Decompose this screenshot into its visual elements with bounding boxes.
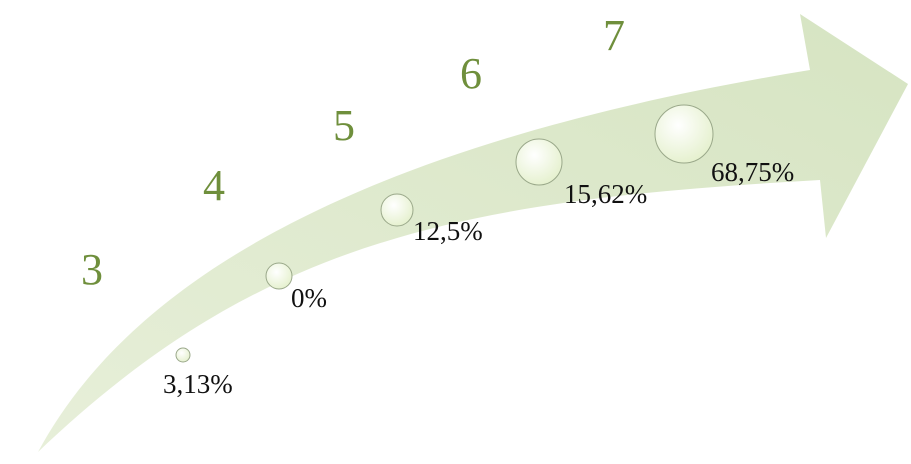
percent-label: 0% [291, 283, 327, 313]
step-number: 7 [603, 11, 625, 60]
bubble-step-4 [266, 263, 292, 289]
bubble-step-5 [381, 194, 413, 226]
step-number: 5 [333, 101, 355, 150]
bubble-step-3 [176, 348, 190, 362]
step-number: 4 [203, 161, 225, 210]
percent-label: 3,13% [163, 369, 233, 399]
bubble-step-7 [655, 105, 713, 163]
bubble-step-6 [516, 139, 562, 185]
percent-label: 68,75% [711, 157, 794, 187]
step-number: 6 [460, 49, 482, 98]
step-number: 3 [81, 245, 103, 294]
percent-label: 12,5% [413, 216, 483, 246]
percent-label: 15,62% [564, 179, 647, 209]
